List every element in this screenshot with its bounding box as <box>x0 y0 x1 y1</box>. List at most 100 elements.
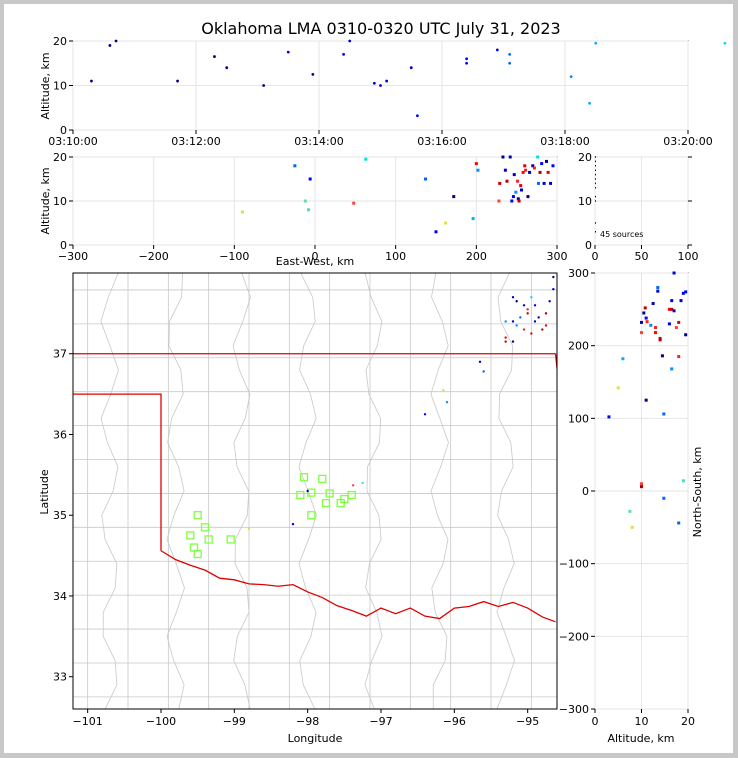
lightning-source-point <box>649 323 653 327</box>
lightning-source-point <box>653 331 657 335</box>
lightning-source-point <box>517 199 521 203</box>
histogram-tick-label: 10 <box>578 195 592 208</box>
latitude-tick-label: 34 <box>53 590 67 603</box>
lightning-source-point <box>342 52 345 56</box>
histogram-tick-label: 0 <box>592 250 599 263</box>
lightning-source-point <box>307 208 311 212</box>
lightning-source-point <box>569 75 573 78</box>
north-south-tick-label: −100 <box>559 558 589 571</box>
east-west-ylabel: Altitude, km <box>39 167 52 234</box>
lightning-source-point <box>416 114 419 118</box>
plan-view-ylabel: Latitude <box>38 469 51 515</box>
east-west-x-ticks: −300 −200 −100 0 100 200 300 <box>58 245 568 263</box>
lightning-source-point <box>501 155 505 159</box>
lightning-source-point <box>505 179 509 183</box>
lightning-source-point <box>351 484 355 487</box>
panel-time-altitude: 03:10:00 03:12:00 03:14:00 03:16:00 03:18:00… <box>39 35 727 148</box>
longitude-tick-label: −101 <box>73 715 103 728</box>
lightning-source-point <box>616 386 620 390</box>
lightning-source-point <box>409 66 413 70</box>
lma-station-marker <box>186 531 195 540</box>
panel-plan-view: −101 −100 −99 −98 −97 −96 −95 33 34 35 36 37 Longi… <box>38 272 558 745</box>
time-tick-label: 03:12:00 <box>171 135 220 148</box>
lma-station-marker <box>307 488 316 497</box>
lma-figure: Oklahoma LMA 0310-0320 UTC July 31, 2023… <box>38 19 727 745</box>
histogram-y-ticks: 0 10 20 <box>578 151 692 252</box>
lightning-source-point <box>311 72 315 76</box>
lightning-source-point <box>526 195 530 199</box>
lightning-source-point <box>372 81 376 85</box>
lightning-source-point <box>530 296 533 299</box>
lightning-source-point <box>530 332 533 335</box>
state-boundaries <box>73 353 557 623</box>
lightning-source-point <box>679 299 683 303</box>
lightning-source-point <box>515 179 519 183</box>
time-tick-label: 03:14:00 <box>294 135 343 148</box>
lightning-source-point <box>508 61 512 65</box>
lightning-source-point <box>670 367 674 371</box>
lightning-source-point <box>630 525 634 529</box>
lightning-source-point <box>114 39 118 43</box>
lightning-source-point <box>662 412 666 416</box>
lightning-source-point <box>541 328 544 331</box>
lightning-source-point <box>306 489 309 493</box>
latitude-tick-label: 37 <box>53 348 67 361</box>
lightning-source-point <box>293 164 297 168</box>
lightning-source-point <box>515 300 518 303</box>
lightning-source-point <box>640 331 643 335</box>
county-line <box>430 273 449 709</box>
county-line <box>166 273 185 709</box>
lightning-source-point <box>476 168 480 172</box>
lightning-source-point <box>723 41 727 45</box>
lightning-source-point <box>531 164 535 168</box>
lightning-source-point <box>538 170 542 174</box>
lightning-source-point <box>552 287 555 291</box>
lightning-source-point <box>681 479 685 483</box>
lma-station-marker <box>193 511 202 520</box>
east-west-tick-label: −300 <box>58 250 88 263</box>
north-south-tick-label: −200 <box>559 630 589 643</box>
source-count-label: 45 sources <box>600 230 643 239</box>
lightning-source-point <box>348 39 352 43</box>
lightning-source-point <box>548 300 551 303</box>
time-tick-label: 03:16:00 <box>417 135 466 148</box>
lightning-source-point <box>478 360 482 364</box>
lightning-source-point <box>524 168 528 172</box>
lightning-source-point <box>656 289 660 293</box>
lightning-source-point <box>514 190 518 194</box>
lightning-source-point <box>645 320 649 324</box>
histogram-tick-label: 0 <box>585 239 592 252</box>
altitude-tick-label: 10 <box>53 80 67 93</box>
panel-altitude-north-south: 0 10 20 −300 −200 −100 0 100 200 300 Altitude, k… <box>559 267 704 745</box>
longitude-tick-label: −96 <box>443 715 466 728</box>
lma-station-marker <box>204 535 213 544</box>
lightning-source-point <box>508 155 512 159</box>
lightning-source-point <box>644 316 648 320</box>
histogram-bars <box>595 156 596 233</box>
lightning-source-point <box>674 326 678 329</box>
lightning-source-point <box>474 162 478 166</box>
lightning-source-point <box>594 41 598 45</box>
north-south-tick-label: 200 <box>568 340 589 353</box>
east-west-tick-label: 200 <box>466 250 487 263</box>
lightning-source-point <box>519 184 523 188</box>
lightning-source-point <box>526 308 529 311</box>
lightning-source-point <box>653 326 657 329</box>
lma-station-marker <box>318 474 327 484</box>
plan-view-points <box>247 275 555 531</box>
lightning-source-point <box>510 199 514 203</box>
lma-stations <box>186 473 356 559</box>
lightning-source-point <box>656 286 660 290</box>
lightning-source-point <box>303 199 307 203</box>
county-line <box>100 273 119 709</box>
lightning-source-point <box>545 159 549 163</box>
lightning-source-point <box>522 328 526 331</box>
lightning-source-point <box>519 316 522 319</box>
lma-station-marker <box>307 511 316 520</box>
lightning-source-point <box>670 307 674 311</box>
lightning-source-point <box>176 79 179 83</box>
longitude-tick-label: −98 <box>296 715 319 728</box>
lightning-source-point <box>424 177 428 181</box>
north-south-ylabel: North-South, km <box>691 447 704 538</box>
lightning-source-point <box>442 388 445 392</box>
